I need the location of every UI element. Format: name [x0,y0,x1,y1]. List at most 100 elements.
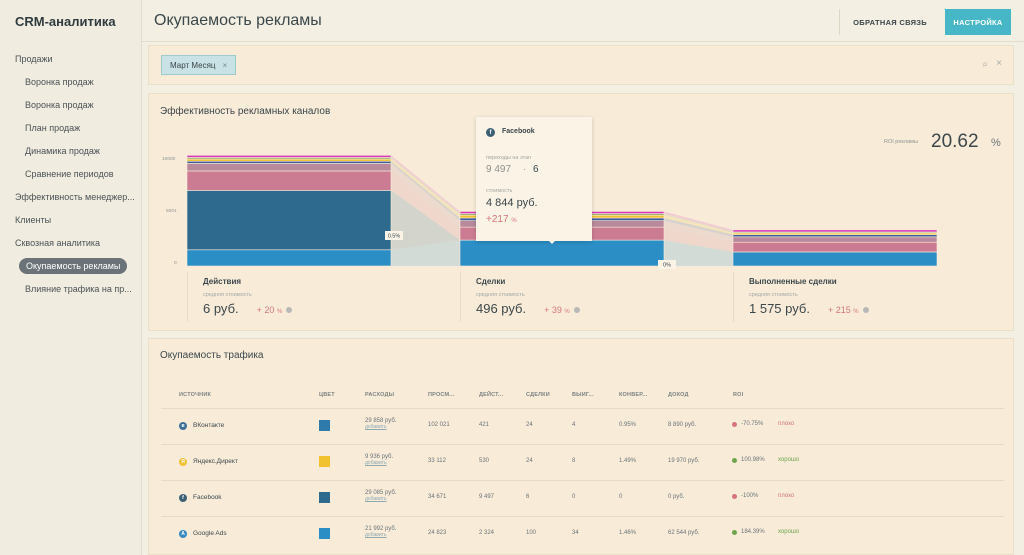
col-header-views[interactable]: ПРОСМ... [428,392,455,398]
col-header-won[interactable]: ВЫИГ... [572,392,594,398]
stat-value: 1 575 руб. [749,301,810,316]
funnel-connector [391,157,460,216]
stat-delta-value: + 39 [544,305,562,315]
sidebar-item-label: План продаж [25,122,81,133]
col-header-spend[interactable]: РАСХОДЫ [365,392,395,398]
funnel-connector [391,163,460,228]
stacked-bar-segment[interactable] [732,241,938,253]
add-spend-link[interactable]: добавить [365,424,387,430]
add-spend-link[interactable]: добавить [365,496,387,502]
settings-button[interactable]: НАСТРОЙКА [945,9,1011,35]
sidebar-item[interactable]: Воронка продаж [0,70,142,93]
sidebar-item[interactable]: Клиенты [0,208,142,231]
stacked-bar-segment[interactable] [186,249,392,267]
help-icon[interactable] [286,307,293,313]
sidebar-item-label: Сквозная аналитика [15,237,101,248]
revenue-cell: 62 544 руб. [668,530,700,536]
add-spend-link[interactable]: добавить [365,532,387,538]
roi-status: плохо [778,421,795,427]
actions-cell: 530 [479,458,490,464]
color-swatch[interactable] [319,420,330,431]
sidebar-item-label: Воронка продаж [25,76,94,87]
y-tick-label: 0 [174,261,177,266]
chart-title: Эффективность рекламных каналов [160,106,331,117]
stat-subtitle: средняя стоимость [749,292,798,298]
funnel-chart: 0.5% 0% [186,154,938,269]
help-icon[interactable] [573,307,580,313]
chip-remove-icon[interactable]: × [222,60,228,70]
won-cell: 0 [572,494,576,500]
spend-cell: 29 085 руб. добавить [365,490,396,502]
col-header-conversion[interactable]: КОНВЕР... [619,392,648,398]
stacked-bar-segment[interactable] [459,239,665,267]
clear-icon[interactable]: × [996,58,1002,69]
roi-status: хорошо [778,457,800,463]
stacked-bar-segment[interactable] [732,251,938,267]
stacked-bar-segment[interactable] [186,190,392,251]
revenue-cell: 19 970 руб. [668,458,700,464]
actions-cell: 2 324 [479,530,495,536]
stacked-bar-segment[interactable] [186,170,392,191]
stacked-bar-segment[interactable] [186,158,392,162]
sidebar-item[interactable]: Влияние трафика на пр... [0,277,142,300]
stat-divider [733,272,734,322]
roi-status: плохо [778,493,795,499]
add-spend-link[interactable]: добавить [365,460,387,466]
funnel-connector [391,161,460,221]
sidebar-item[interactable]: Окупаемость рекламы [0,254,142,277]
color-swatch[interactable] [319,456,330,467]
funnel-connector [391,155,460,214]
sidebar-item[interactable]: Динамика продаж [0,139,142,162]
roi-status-dot [732,458,737,463]
roi-label: ROI рекламы [884,139,918,145]
search-icon[interactable]: ⌕ [982,59,988,70]
color-swatch[interactable] [319,492,330,503]
stacked-bar-segment[interactable] [186,154,392,158]
col-header-source[interactable]: ИСТОЧНИК [179,392,212,398]
feedback-button[interactable]: ОБРАТНАЯ СВЯЗЬ [839,9,940,35]
sidebar-item[interactable]: Сквозная аналитика [0,231,142,254]
col-header-roi[interactable]: ROI [733,392,744,398]
col-header-revenue[interactable]: ДОХОД [668,392,689,398]
google-ads-icon: A [179,530,187,538]
sidebar-item[interactable]: Сравнение периодов [0,162,142,185]
stat-title: Действия [203,277,242,286]
table-row[interactable]: Я Яндекс.Директ 9 936 руб. добавить 33 1… [161,444,1004,480]
roi-status-dot [732,494,737,499]
ad-channels-chart-card: 0.5% 0% Эффективность рекламных каналов 1… [148,93,1014,331]
won-cell: 8 [572,458,576,464]
stacked-bar-segment[interactable] [732,234,938,238]
color-swatch[interactable] [319,528,330,539]
sidebar-item[interactable]: Воронка продаж [0,93,142,116]
stacked-bar-segment[interactable] [186,163,392,172]
stacked-bar-segment[interactable] [732,229,938,233]
stat-delta: + 215 % [828,305,859,315]
table-row[interactable]: A Google Ads 21 992 руб. добавить 24 823… [161,516,1004,552]
revenue-cell: 8 890 руб. [668,422,697,428]
col-header-color[interactable]: ЦВЕТ [319,392,335,398]
col-header-actions[interactable]: ДЕЙСТ... [479,392,504,398]
stat-row: 1 575 руб. + 215 % [749,301,869,316]
header: Окупаемость рекламы ОБРАТНАЯ СВЯЗЬ НАСТР… [142,0,1024,42]
stacked-bar-segment[interactable] [186,160,392,164]
sidebar-nav: Продажи Воронка продаж Воронка продаж План … [0,47,142,300]
table-row[interactable]: f Facebook 29 085 руб. добавить 34 671 9 … [161,480,1004,516]
tooltip-transitions-count: 6 [533,164,539,175]
stat-subtitle: средняя стоимость [476,292,525,298]
funnel-connector [664,240,733,266]
stat-row: 6 руб. + 20 % [203,301,293,316]
col-header-deals[interactable]: СДЕЛКИ [526,392,550,398]
stat-title: Сделки [476,277,506,286]
sidebar-item-label: Сравнение периодов [25,168,114,179]
sidebar-item[interactable]: Продажи [0,47,142,70]
sidebar-item[interactable]: План продаж [0,116,142,139]
spend-value: 29 085 руб. [365,490,397,496]
funnel-connector [664,215,733,235]
filter-bar[interactable]: Март Месяц × ⌕ × [148,45,1014,85]
table-row[interactable]: в ВКонтакте 29 858 руб. добавить 102 021… [161,408,1004,444]
sidebar-item[interactable]: Эффективность менеджер... [0,185,142,208]
period-chip[interactable]: Март Месяц × [161,55,237,75]
y-tick-label: 10000 [162,157,176,162]
stacked-bar-segment[interactable] [732,236,938,243]
help-icon[interactable] [862,307,869,313]
